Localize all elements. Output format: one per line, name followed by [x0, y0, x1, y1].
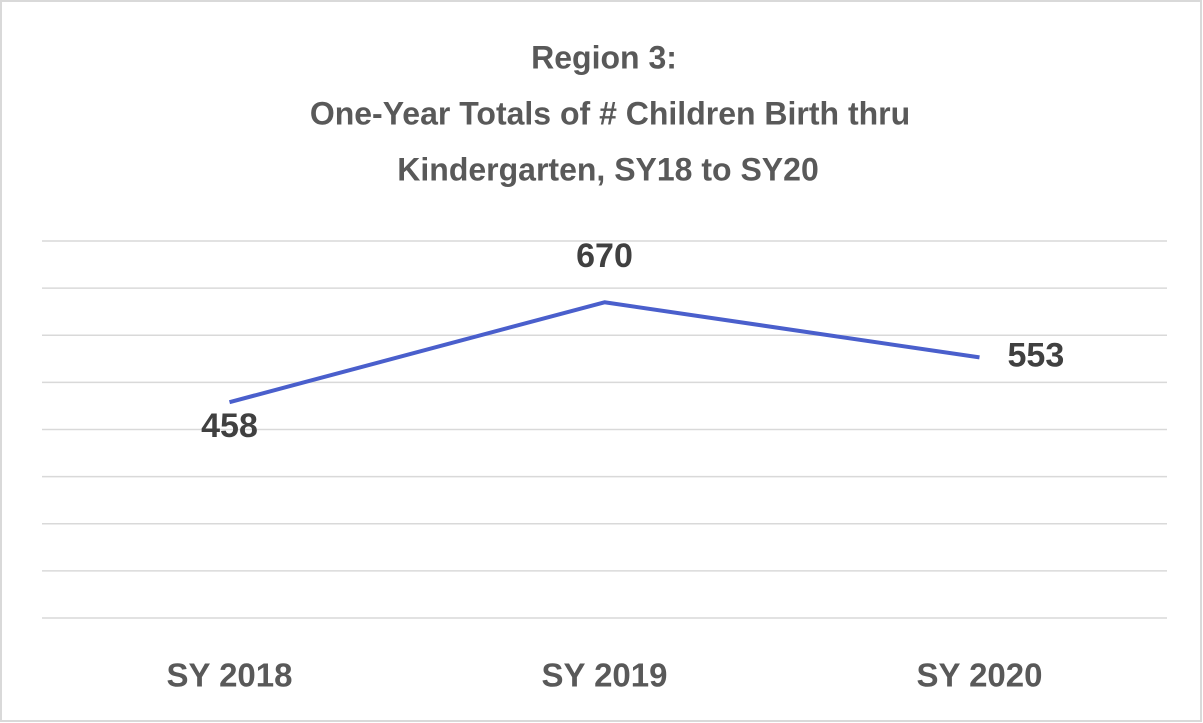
- chart-title: One-Year Totals of # Children Birth thru: [310, 95, 910, 131]
- data-label: 553: [1008, 336, 1065, 374]
- data-label: 670: [576, 237, 633, 275]
- x-tick-label: SY 2020: [916, 657, 1042, 694]
- chart-title: Kindergarten, SY18 to SY20: [397, 151, 818, 187]
- data-label: 458: [201, 407, 258, 445]
- data-line: [228, 300, 980, 405]
- chart-title: Region 3:: [531, 39, 677, 75]
- x-tick-label: SY 2019: [541, 657, 667, 694]
- x-tick-label: SY 2018: [166, 657, 292, 694]
